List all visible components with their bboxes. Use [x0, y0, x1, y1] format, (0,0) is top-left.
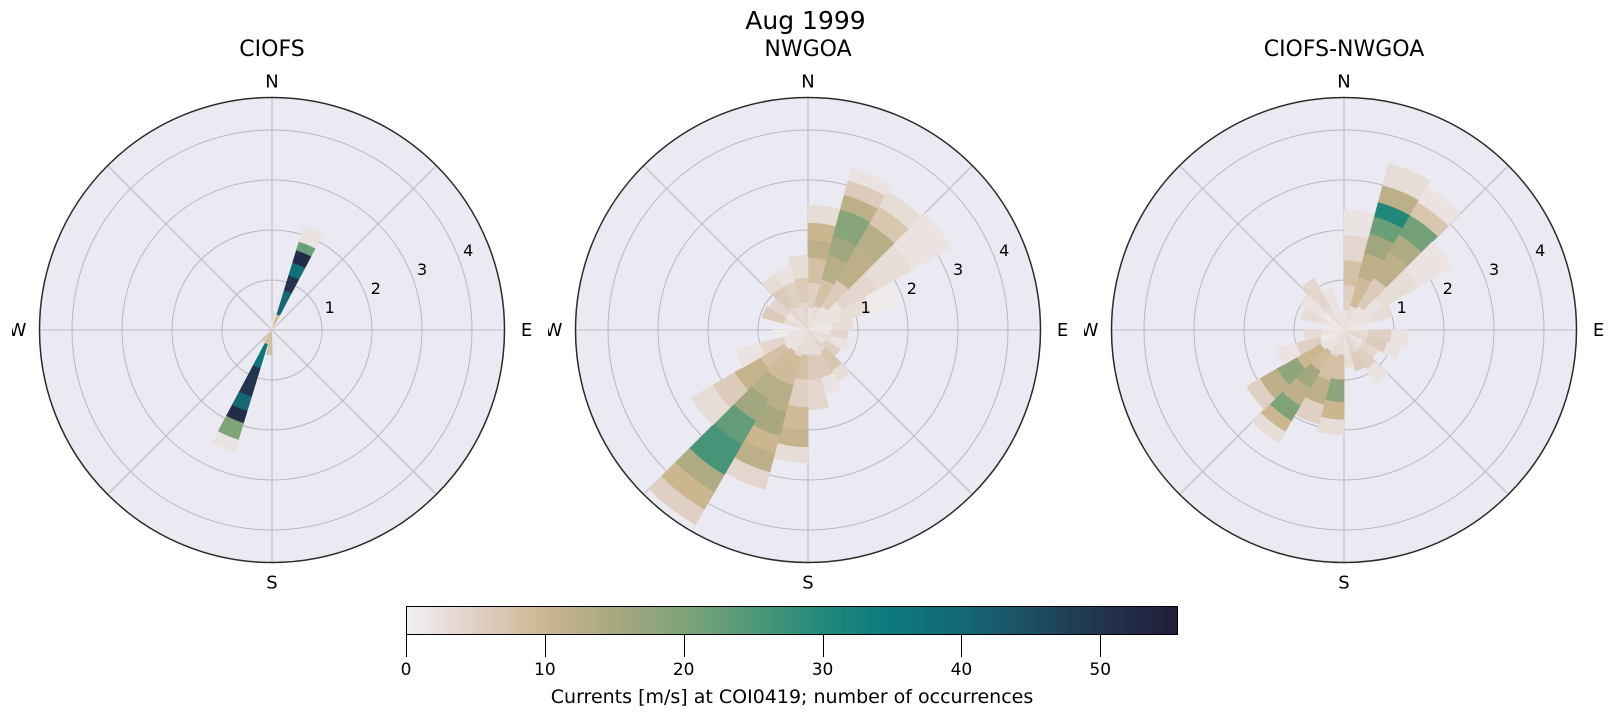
colorbar-gradient [406, 606, 1178, 635]
rose-bar-segment [266, 329, 273, 356]
colorbar-tick [544, 635, 546, 657]
rose-bar-segment [772, 329, 789, 340]
rose-bar-segment [1321, 286, 1338, 309]
rose-bar-segment [1403, 241, 1453, 288]
rose-bar-segment [1369, 304, 1393, 323]
rose-bar-segment [261, 329, 273, 344]
compass-label: N [265, 72, 278, 93]
rose-bar-segment [648, 476, 705, 526]
grid-spoke [271, 329, 437, 495]
compass-label: S [266, 573, 277, 591]
rose-bar-segment [1303, 329, 1323, 341]
rose-plot-ciofs-nwgoa: N E S W 1 2 3 4 [1084, 72, 1604, 591]
rose-bar-segment [847, 167, 893, 197]
rose-bar-segment [829, 336, 850, 352]
compass-label: W [12, 320, 27, 341]
rose-bar-segment [1251, 412, 1286, 443]
rose-bar-segment [892, 212, 952, 271]
polar-spine [574, 96, 1042, 564]
figure-title: Aug 1999 [745, 6, 866, 35]
radial-tick-label: 1 [861, 298, 871, 317]
rose-bar-segment [863, 282, 901, 314]
rose-bar-segment [788, 254, 809, 280]
grid-spoke [271, 165, 437, 331]
subplot-title-nwgoa: NWGOA [764, 37, 852, 62]
colorbar-tick-label: 20 [672, 660, 695, 680]
radial-tick-label: 2 [907, 279, 917, 298]
rose-bar-segment [271, 312, 277, 331]
rose-bar-segment [777, 426, 809, 448]
radial-tick-label: 3 [953, 260, 963, 279]
colorbar: 0 10 20 30 40 50 Currents [m/s] at COI0419; n… [401, 606, 1178, 716]
compass-label: N [801, 72, 814, 93]
colorbar-tick [822, 635, 824, 657]
radial-tick-label: 2 [371, 279, 381, 298]
rose-bar-segment [735, 342, 766, 368]
radial-tick-label: 1 [1397, 298, 1407, 317]
rose-bar-segment [1338, 309, 1345, 331]
compass-label: S [802, 573, 813, 591]
rose-bar-segment [1417, 186, 1462, 227]
colorbar-tick-label: 30 [811, 660, 834, 680]
polar-spine [38, 96, 506, 564]
compass-label: E [521, 320, 532, 341]
rose-bar-segment [1389, 329, 1410, 348]
rose-bar-segment [807, 222, 837, 244]
rose-plot-nwgoa: N E S W 1 2 3 4 [548, 72, 1068, 591]
rose-bar-segment [1276, 342, 1302, 366]
rose-bar-segment [271, 321, 280, 331]
radial-tick-label: 3 [417, 260, 427, 279]
rose-bar-segment [831, 318, 854, 331]
rose-bar-segment [271, 329, 276, 346]
compass-label: W [548, 320, 563, 341]
compass-label: W [1084, 320, 1099, 341]
compass-label: S [1338, 573, 1349, 591]
colorbar-tick [406, 635, 407, 657]
rose-bar-segment [1382, 163, 1431, 201]
grid-spoke [107, 165, 273, 331]
radial-tick-label: 2 [1443, 279, 1453, 298]
grid-spoke [107, 329, 273, 495]
radial-tick-label: 4 [463, 241, 473, 260]
rose-bar-segment [761, 305, 787, 324]
rose-bar-segment [1301, 277, 1331, 311]
rose-bar-segment [1350, 351, 1366, 372]
subplot-title-ciofs: CIOFS [239, 37, 305, 62]
rose-bar-segment [211, 431, 239, 453]
rose-bar-segment [1246, 378, 1276, 410]
compass-label: N [1337, 72, 1350, 93]
rose-bar-segment [1382, 341, 1403, 361]
colorbar-tick-label: 40 [950, 660, 973, 680]
colorbar-tick [683, 635, 685, 657]
colorbar-tick [961, 635, 963, 657]
radial-tick-label: 4 [1535, 241, 1545, 260]
subplot-title-ciofs-nwgoa: CIOFS-NWGOA [1263, 37, 1425, 62]
rose-bar-segment [298, 225, 324, 249]
radial-tick-label: 4 [999, 241, 1009, 260]
rose-bar-segment [268, 317, 273, 331]
compass-label: E [1593, 320, 1604, 341]
polar-spine [1110, 96, 1578, 564]
rose-plot-ciofs: N E S W 1 2 3 4 [12, 72, 532, 591]
colorbar-tick-label: 10 [534, 660, 556, 680]
radial-tick-label: 1 [325, 298, 335, 317]
rose-bar-segment [690, 384, 731, 426]
colorbar-tick [1100, 635, 1102, 657]
rose-bar-segment [1366, 361, 1389, 385]
colorbar-tick-label: 50 [1089, 660, 1112, 680]
colorbar-tick-label: 0 [400, 660, 412, 680]
colorbar-axis-label: Currents [m/s] at COI0419; number of occ… [550, 686, 1034, 708]
radial-tick-label: 3 [1489, 260, 1499, 279]
rose-bar-segment [1316, 416, 1345, 436]
compass-label: E [1057, 320, 1068, 341]
